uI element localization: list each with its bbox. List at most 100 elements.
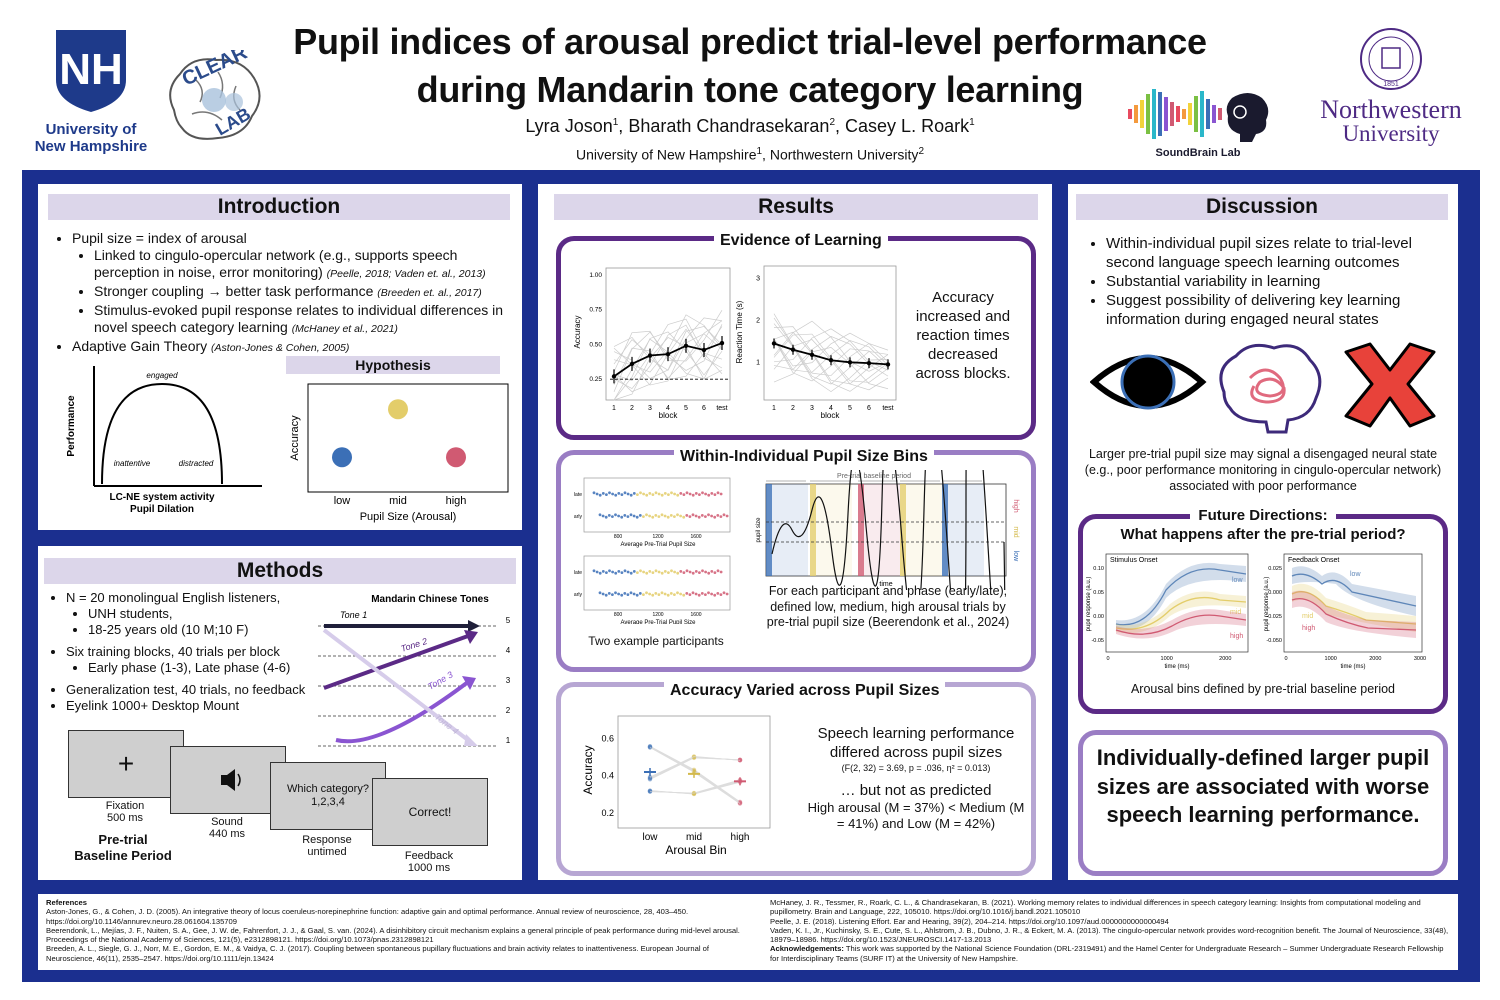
rt-point-2 xyxy=(790,347,796,352)
sound-screen xyxy=(170,746,286,814)
strip-dot xyxy=(614,513,617,517)
strip-dot xyxy=(645,493,649,497)
strip-dot xyxy=(605,493,608,496)
strip-dot xyxy=(710,570,714,573)
accbin-participant-line xyxy=(649,756,741,778)
strip-dot xyxy=(682,571,686,574)
strip1-tick-1: 1200 xyxy=(652,534,663,540)
sound-bar xyxy=(1188,103,1192,125)
strip-dot xyxy=(642,492,645,496)
strip-dot xyxy=(648,570,652,573)
bins-text: For each participant and phase (early/la… xyxy=(766,584,1010,629)
acc-participant-line xyxy=(613,310,723,372)
strip-dot xyxy=(639,569,642,573)
strip-dot xyxy=(673,593,676,596)
strip-dot xyxy=(611,593,614,596)
acc-x-tick-3: 3 xyxy=(648,405,652,412)
baseline-band xyxy=(766,484,772,576)
sound-bar xyxy=(1140,100,1144,128)
strip-dot xyxy=(620,515,624,519)
rt-point-1 xyxy=(771,341,777,346)
strip-dot xyxy=(716,514,720,517)
strip-dot xyxy=(657,593,661,596)
strip-dot xyxy=(614,493,618,497)
future-x-tick: 1000 xyxy=(1161,656,1173,662)
soundbrain-logo: SoundBrain Lab xyxy=(1122,84,1274,160)
accbin-y-label: Accuracy xyxy=(581,745,595,794)
strip-dot xyxy=(694,492,698,495)
future-x-label: time (ms) xyxy=(1341,664,1366,670)
accbin-participant-point xyxy=(647,789,653,794)
strip-dot xyxy=(716,569,720,573)
results-panel: Results Evidence of Learning 1 2 3 4 5 6 test 0… xyxy=(538,184,1052,880)
strip2-row-late: late xyxy=(574,570,582,576)
tone-1-label: Tone 1 xyxy=(340,610,367,620)
rt-participant-line xyxy=(773,347,889,390)
strip-dot xyxy=(707,513,710,517)
future-directions-title: Future Directions: What happens after th… xyxy=(1120,506,1406,543)
strip-dot xyxy=(620,593,624,597)
strip-dot xyxy=(685,514,689,517)
strip-dot xyxy=(694,514,698,518)
discussion-title: Discussion xyxy=(1076,194,1448,220)
future-line-low xyxy=(1291,573,1417,607)
strip2-tick-1: 1200 xyxy=(652,612,663,618)
accbin-participant-point xyxy=(647,788,653,794)
strip-dot xyxy=(667,493,670,496)
strip-dot xyxy=(601,492,605,495)
strip-dot xyxy=(601,514,605,518)
accbin-participant-line xyxy=(649,779,741,794)
strip-dot xyxy=(676,571,680,575)
rt-x-tick-5: 5 xyxy=(848,405,852,412)
accuracy-by-block-chart: 1 2 3 4 5 6 test 0.25 0.50 0.75 1.00 Accuracy bloc… xyxy=(573,267,731,420)
strip2-x-label: Average Pre-Trial Pupil Size xyxy=(620,620,696,624)
future-y-tick: 0.025 xyxy=(1268,566,1282,572)
strip-dot xyxy=(713,593,717,597)
strip-dot xyxy=(617,592,620,596)
discussion-icons-caption: Larger pre-trial pupil size may signal a… xyxy=(1084,447,1442,493)
strip-dot xyxy=(645,513,648,517)
introduction-title: Introduction xyxy=(48,194,510,220)
pupil-bins-box xyxy=(556,450,1036,672)
trace-label-low: low xyxy=(1012,551,1019,562)
strip-dot xyxy=(694,570,698,573)
strip-dot xyxy=(611,515,614,518)
strip-dot xyxy=(660,591,664,595)
future-series-mid: mid xyxy=(1302,613,1313,620)
acc-y-label: Accuracy xyxy=(573,316,582,349)
strip-dot xyxy=(722,591,726,595)
future-directions-charts: Stimulus Onset low mid high 0 1000 2000 0.10 0.0… xyxy=(1086,553,1426,670)
future-series-high: high xyxy=(1230,633,1243,640)
future-x-tick: 0 xyxy=(1106,656,1109,662)
rt-point-4 xyxy=(828,358,834,363)
strip-dot xyxy=(617,492,621,495)
future-x-tick: 0 xyxy=(1284,656,1287,662)
baseline-label: Pre-trial Baseline Period xyxy=(74,832,172,863)
accbin-participant-point xyxy=(737,758,743,763)
trace-x-label: time xyxy=(879,581,892,588)
acc-point-1 xyxy=(611,374,617,379)
future-series-mid: mid xyxy=(1230,609,1241,616)
strip-dot xyxy=(710,492,714,495)
accbin-participant-point xyxy=(647,789,653,794)
future-series-low: low xyxy=(1350,571,1361,578)
strip-dot xyxy=(673,570,676,574)
strip-dot xyxy=(700,514,704,517)
strip-dot xyxy=(666,593,670,597)
methods-title: Methods xyxy=(44,558,516,584)
strip-dot xyxy=(604,593,608,597)
sound-bar xyxy=(1218,108,1222,120)
strip-dot xyxy=(636,571,639,574)
strip-dot xyxy=(663,492,667,495)
future-y-tick: -0.05 xyxy=(1091,638,1104,644)
trace-label-high: high xyxy=(1012,499,1019,512)
strip-dot xyxy=(719,570,723,574)
future-y-tick: -0.050 xyxy=(1266,638,1282,644)
strip-dot xyxy=(704,593,707,596)
acc-point-4 xyxy=(665,351,671,357)
strip-dot xyxy=(679,570,683,573)
strip-dot xyxy=(701,569,704,573)
future-y-tick: -0.025 xyxy=(1266,614,1282,620)
strip-dot xyxy=(629,571,633,575)
strip-dot xyxy=(611,492,614,496)
